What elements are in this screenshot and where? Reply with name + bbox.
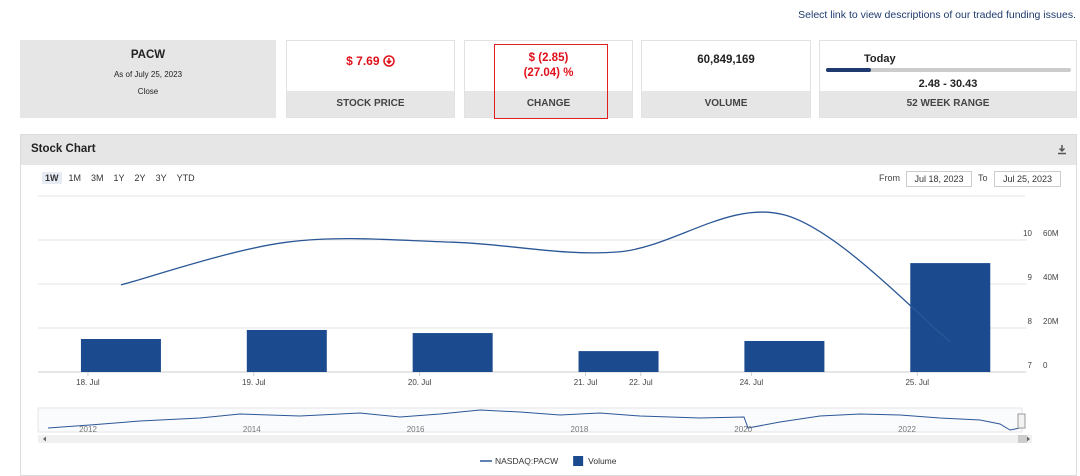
- range-card: Today 2.48 - 30.43 52 WEEK RANGE: [819, 40, 1077, 118]
- y2-tick-label: 0: [1043, 361, 1048, 370]
- range-button[interactable]: 1W: [42, 172, 62, 184]
- navigator-label: 2020: [734, 425, 752, 434]
- scroll-left[interactable]: [43, 436, 46, 442]
- from-label: From: [879, 173, 900, 183]
- scroll-right[interactable]: [1027, 436, 1030, 442]
- x-tick-label: 25. Jul: [905, 378, 929, 387]
- range-button[interactable]: 1Y: [113, 173, 125, 183]
- scrollbar-thumb[interactable]: [1018, 435, 1027, 443]
- price-line: [120, 211, 951, 343]
- navigator-line: [47, 409, 1021, 431]
- y-tick-label: 7: [1028, 361, 1033, 370]
- x-tick-label: 24. Jul: [740, 378, 764, 387]
- legend-label: Volume: [588, 456, 617, 466]
- y-tick-label: 9: [1028, 273, 1033, 282]
- navigator-label: 2012: [79, 425, 97, 434]
- x-tick-label: 18. Jul: [76, 378, 100, 387]
- scrollbar: [38, 435, 1032, 443]
- change-amount: $ (2.85): [528, 52, 569, 64]
- stock-price: $ 7.69: [346, 54, 380, 68]
- symbol: PACW: [130, 49, 166, 61]
- volume-value: 60,849,169: [697, 54, 755, 66]
- navigator-handle[interactable]: [1017, 413, 1026, 429]
- chart-header: Stock Chart: [21, 135, 1076, 165]
- x-tick-label: 22. Jul: [629, 378, 653, 387]
- change-percent: (27.04) %: [523, 67, 574, 79]
- volume-bar: [578, 351, 659, 372]
- range-track: [826, 68, 1071, 72]
- session: Close: [137, 87, 159, 96]
- volume-card: 60,849,169 VOLUME: [641, 40, 811, 118]
- highlight-box: [494, 44, 608, 119]
- range-label: 52 WEEK RANGE: [820, 91, 1076, 117]
- y2-tick-label: 20M: [1043, 317, 1059, 326]
- y2-tick-label: 60M: [1043, 229, 1059, 238]
- y2-tick-label: 40M: [1043, 273, 1059, 282]
- navigator: [37, 407, 1023, 433]
- range-value: 2.48 - 30.43: [918, 78, 978, 90]
- volume-bar: [412, 333, 493, 372]
- range-button[interactable]: 3Y: [155, 173, 167, 183]
- legend-label: NASDAQ:PACW: [495, 456, 558, 466]
- price-card: $ 7.69 STOCK PRICE: [286, 40, 455, 118]
- chart-title: Stock Chart: [31, 143, 96, 155]
- as-of: As of July 25, 2023: [113, 70, 183, 79]
- from-date[interactable]: Jul 18, 2023: [906, 171, 972, 187]
- change-label: CHANGE: [465, 91, 632, 117]
- change-card: $ (2.85) (27.04) % CHANGE: [464, 40, 633, 118]
- range-button[interactable]: 3M: [91, 173, 104, 183]
- issues-link[interactable]: Select link to view descriptions of our …: [798, 9, 1076, 21]
- y-tick-label: 10: [1023, 229, 1032, 238]
- volume-label: VOLUME: [642, 91, 810, 117]
- navigator-label: 2022: [898, 425, 916, 434]
- range-fill: [826, 68, 871, 72]
- price-label: STOCK PRICE: [287, 91, 454, 117]
- x-tick-label: 21. Jul: [574, 378, 598, 387]
- navigator-label: 2014: [243, 425, 261, 434]
- range-button[interactable]: 1M: [68, 173, 82, 183]
- price-row: $ 7.69: [287, 54, 454, 68]
- range-caption: Today: [864, 53, 896, 65]
- x-tick-label: 20. Jul: [408, 378, 432, 387]
- y-tick-label: 8: [1028, 317, 1033, 326]
- down-icon: [383, 55, 395, 67]
- to-date[interactable]: Jul 25, 2023: [994, 171, 1061, 187]
- navigator-label: 2016: [407, 425, 425, 434]
- range-button[interactable]: 2Y: [134, 173, 146, 183]
- volume-bar: [246, 329, 327, 372]
- volume-bar: [744, 340, 825, 372]
- symbol-card: PACW As of July 25, 2023 Close: [20, 40, 276, 118]
- to-label: To: [978, 173, 988, 183]
- x-tick-label: 19. Jul: [242, 378, 266, 387]
- navigator-label: 2018: [571, 425, 589, 434]
- range-button[interactable]: YTD: [176, 173, 195, 183]
- download-icon[interactable]: [1057, 144, 1067, 155]
- volume-bar: [80, 339, 161, 372]
- legend-swatch: [573, 456, 584, 466]
- range-buttons: 1W 1M 3M 1Y 2Y 3Y YTD: [42, 172, 198, 187]
